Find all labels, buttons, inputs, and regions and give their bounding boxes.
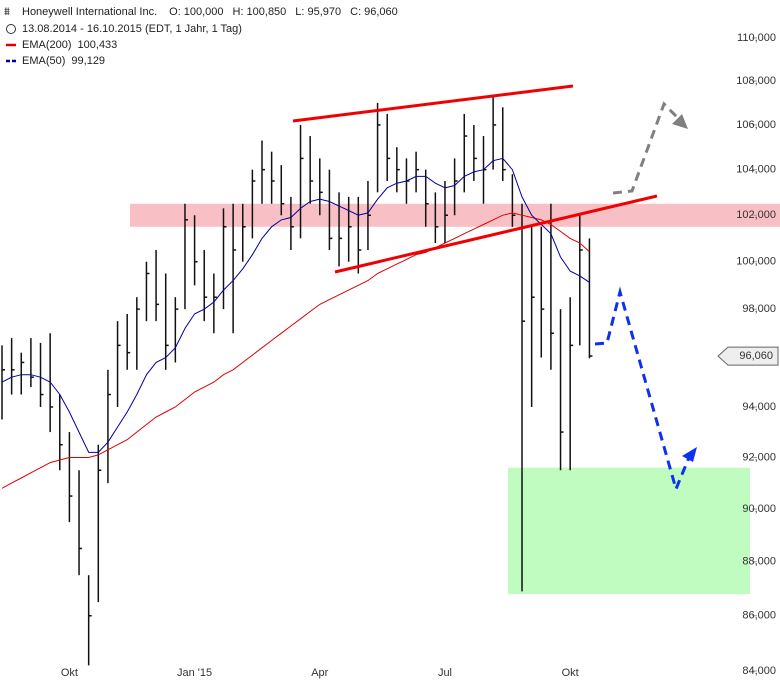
zone bbox=[130, 203, 780, 227]
field-key: O: bbox=[169, 6, 181, 18]
x-tick-label: Okt bbox=[61, 667, 78, 679]
legend-value: 99,129 bbox=[71, 55, 105, 67]
y-tick-label: 84,000 bbox=[742, 665, 776, 677]
arrowhead bbox=[672, 114, 688, 129]
x-tick-label: Jul bbox=[438, 667, 452, 679]
legend-name: EMA(50) bbox=[22, 55, 65, 67]
y-tick-label: 90,000 bbox=[742, 503, 776, 515]
x-tick-label: Okt bbox=[562, 667, 579, 679]
icon: ⩩ bbox=[4, 6, 10, 18]
lower-trendline bbox=[334, 194, 658, 274]
field-value: 100,850 bbox=[247, 6, 287, 18]
instrument-name: Honeywell International Inc. bbox=[22, 6, 157, 18]
y-tick-label: 100,000 bbox=[736, 256, 776, 268]
y-tick-label: 94,000 bbox=[742, 401, 776, 413]
field-key: L: bbox=[295, 6, 304, 18]
header: ⩩ Honeywell International Inc. 13.08.201… bbox=[4, 6, 398, 67]
forecast-arrow bbox=[594, 286, 692, 494]
y-tick-label: 98,000 bbox=[742, 303, 776, 315]
y-tick-label: 86,000 bbox=[742, 610, 776, 622]
field-value: 95,970 bbox=[307, 6, 341, 18]
field-value: 100,000 bbox=[184, 6, 224, 18]
price-marker-label: 96,060 bbox=[739, 350, 773, 362]
x-tick-label: Apr bbox=[311, 667, 328, 679]
y-tick-label: 92,000 bbox=[742, 451, 776, 463]
upper-trendline bbox=[292, 84, 574, 123]
field-value: 96,060 bbox=[364, 6, 398, 18]
period: 13.08.2014 - 16.10.2015 (EDT, 1 Jahr, 1 … bbox=[22, 23, 242, 35]
y-tick-label: 108,000 bbox=[736, 75, 776, 87]
clock-icon bbox=[6, 24, 16, 34]
y-tick-label: 110,000 bbox=[737, 32, 776, 44]
alt-arrow bbox=[612, 101, 682, 195]
x-tick-label: Jan '15 bbox=[177, 667, 212, 679]
y-tick-label: 102,000 bbox=[736, 209, 776, 221]
y-tick-label: 104,000 bbox=[736, 164, 776, 176]
annotations bbox=[292, 84, 697, 494]
y-tick-label: 106,000 bbox=[736, 119, 776, 131]
zone bbox=[508, 467, 750, 595]
field-key: C: bbox=[350, 6, 361, 18]
ema-line bbox=[1, 212, 590, 489]
y-tick-label: 88,000 bbox=[742, 556, 776, 568]
price-marker bbox=[717, 346, 779, 366]
field-key: H: bbox=[233, 6, 244, 18]
legend-name: EMA(200) bbox=[22, 39, 72, 51]
ema-line bbox=[1, 157, 590, 453]
arrowhead bbox=[682, 447, 697, 462]
legend-value: 100,433 bbox=[78, 39, 118, 51]
